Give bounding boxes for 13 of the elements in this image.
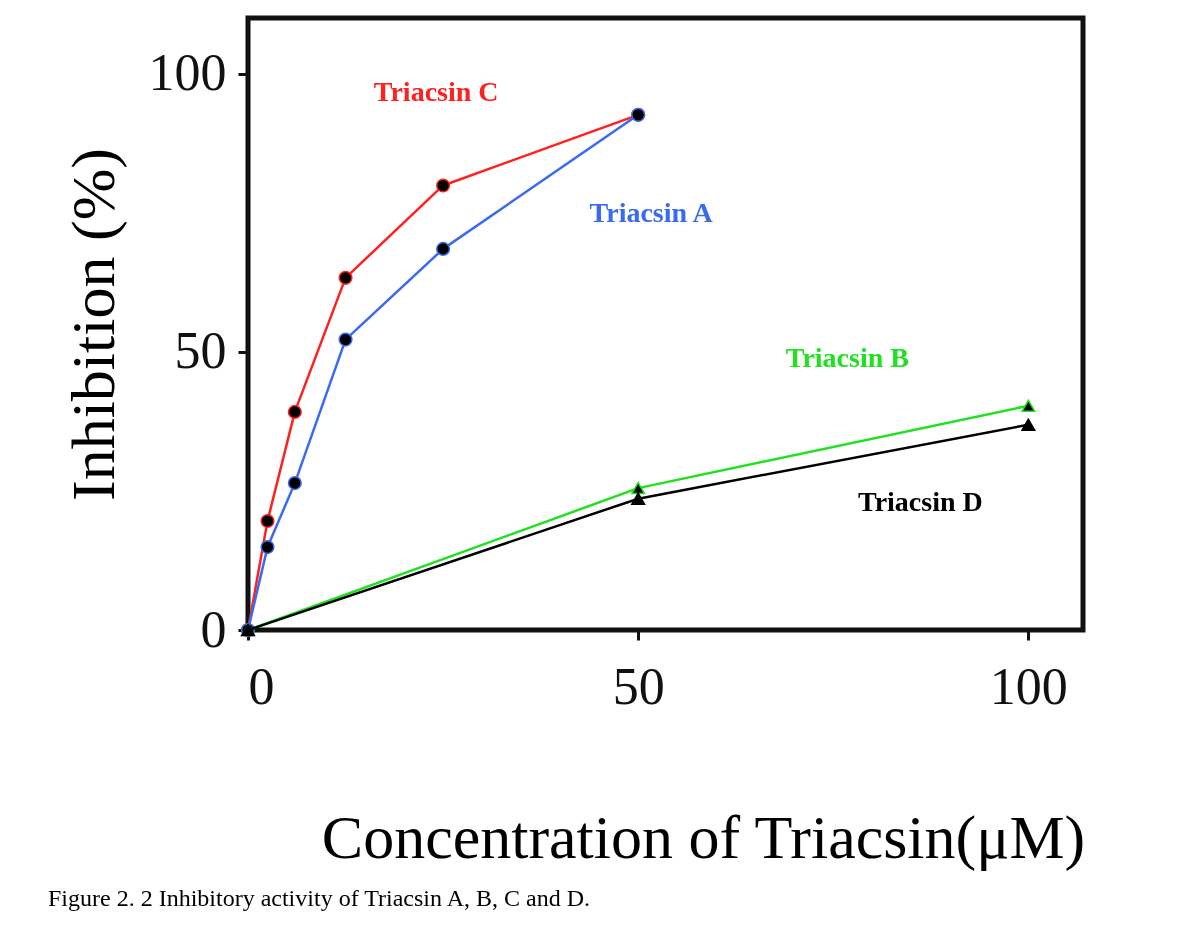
text: Triacsin B <box>785 341 909 373</box>
x-tick-label: 0 <box>248 657 275 715</box>
caption: Figure 2. 2 Inhibitory activity of Triacsin A, B, C and D. <box>48 885 590 911</box>
x-tick-label: 50 <box>612 657 665 715</box>
series-label: Triacsin C <box>373 75 499 107</box>
y-tick-label: 50 <box>174 322 227 380</box>
series-label: Triacsin D <box>858 485 983 517</box>
series-label: Triacsin A <box>589 196 714 228</box>
y-axis-title: Inhibition (%) <box>58 148 128 501</box>
x-tick-label: 100 <box>989 657 1068 715</box>
y-tick-label: 100 <box>148 44 227 102</box>
y-tick-label: 0 <box>200 600 227 658</box>
x-axis-title: Concentration of Triacsin(μM) <box>321 802 1086 872</box>
